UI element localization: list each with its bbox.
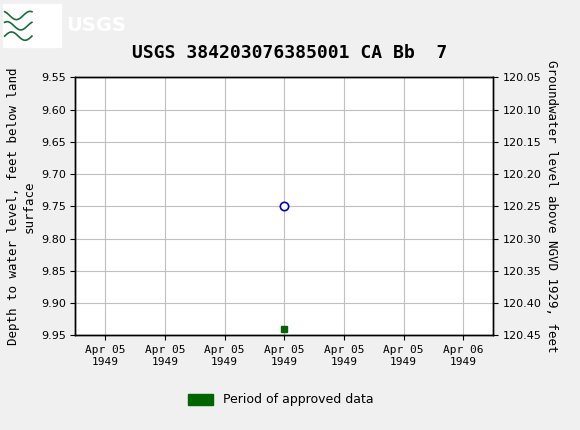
FancyBboxPatch shape [3, 4, 61, 47]
Legend: Period of approved data: Period of approved data [183, 388, 379, 412]
Text: USGS: USGS [67, 16, 126, 35]
Text: USGS 384203076385001 CA Bb  7: USGS 384203076385001 CA Bb 7 [132, 44, 448, 62]
Y-axis label: Groundwater level above NGVD 1929, feet: Groundwater level above NGVD 1929, feet [545, 60, 559, 353]
Y-axis label: Depth to water level, feet below land
surface: Depth to water level, feet below land su… [7, 68, 35, 345]
